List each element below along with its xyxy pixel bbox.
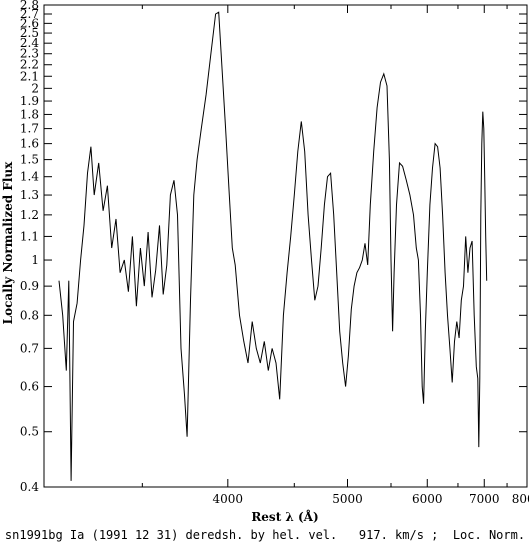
y-tick-label: 2.7 xyxy=(20,7,39,21)
x-axis-ticks: 4000 5000 6000 7000 8000 xyxy=(141,5,529,506)
y-tick-label: 2.2 xyxy=(20,58,39,72)
x-tick-label: 6000 xyxy=(412,492,443,506)
y-tick-label: 1.6 xyxy=(20,137,39,151)
x-tick-label: 4000 xyxy=(213,492,244,506)
y-tick-label: 2.3 xyxy=(20,47,39,61)
y-tick-label: 1.3 xyxy=(20,188,39,202)
y-tick-label: 1.9 xyxy=(20,94,39,108)
x-tick-label: 5000 xyxy=(332,492,363,506)
y-tick-label: 1 xyxy=(31,253,39,267)
y-tick-label: 2.1 xyxy=(20,69,39,83)
y-tick-label: 0.4 xyxy=(20,480,39,494)
y-tick-label: 0.8 xyxy=(20,308,39,322)
plot-frame xyxy=(43,4,528,488)
y-tick-label: 2.6 xyxy=(20,16,39,30)
y-tick-label: 0.7 xyxy=(20,341,39,355)
y-tick-label: 0.9 xyxy=(20,279,39,293)
y-tick-label: 1.4 xyxy=(20,170,39,184)
y-tick-label: 1.2 xyxy=(20,208,39,222)
spectrum-line xyxy=(58,11,488,481)
y-tick-label: 1.8 xyxy=(20,107,39,121)
y-axis-ticks: 0.4 0.5 0.6 0.7 0.8 0.9 1 1.1 1.2 1.3 1.4 1.5 1.61.7… xyxy=(20,0,527,494)
x-tick-label: 7000 xyxy=(469,492,500,506)
y-tick-label: 2 xyxy=(31,81,39,95)
y-tick-label: 1.1 xyxy=(20,229,39,243)
y-tick-label: 0.6 xyxy=(20,380,39,394)
x-axis-label: Rest λ (Å) xyxy=(251,509,318,524)
x-tick-label: 8000 xyxy=(512,492,529,506)
y-tick-label: 0.5 xyxy=(20,425,39,439)
y-tick-label: 1.5 xyxy=(20,153,39,167)
y-axis-label: Locally Normalized Flux xyxy=(1,161,15,324)
chart-caption: sn1991bg Ia (1991 12 31) deredsh. by hel… xyxy=(5,528,525,542)
y-tick-label: 2.8 xyxy=(20,0,39,12)
y-tick-label: 2.4 xyxy=(20,36,39,50)
y-tick-label: 1.7 xyxy=(20,122,39,136)
y-tick-label: 2.5 xyxy=(20,26,39,40)
